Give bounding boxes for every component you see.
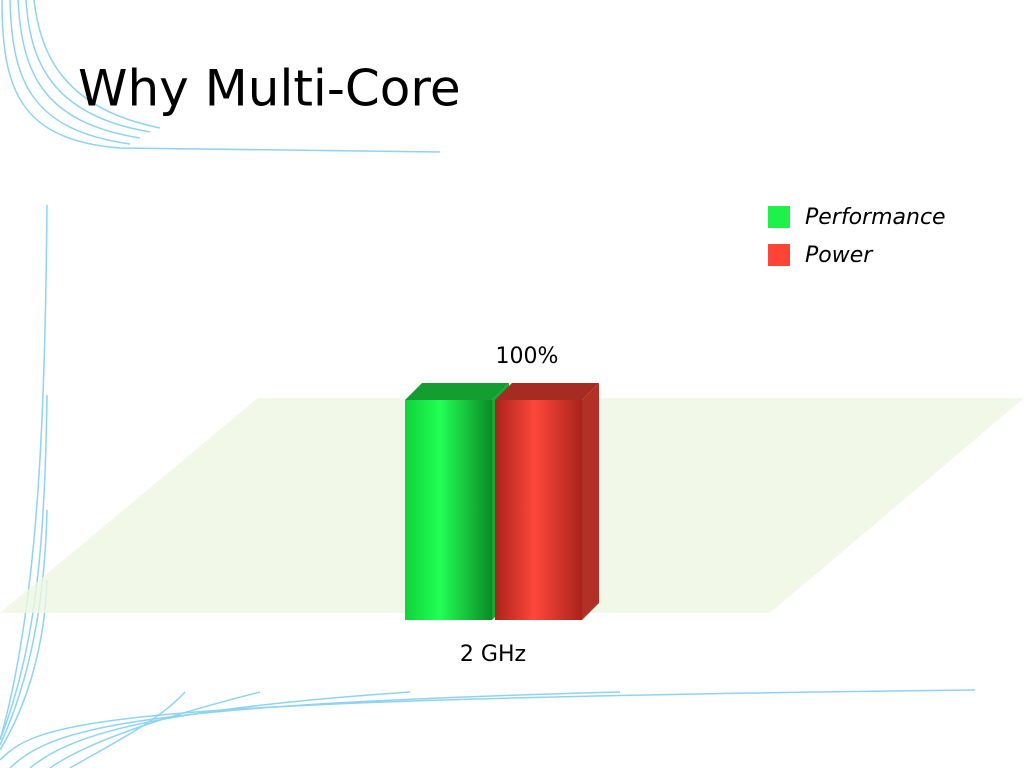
x-tick-label: 2 GHz <box>460 642 526 667</box>
bar-side <box>582 383 599 620</box>
bar-top <box>405 383 509 400</box>
bar-top <box>495 383 599 400</box>
decoration <box>0 0 976 768</box>
chart-title: Why Multi-Core <box>78 60 461 118</box>
bar <box>405 400 492 620</box>
legend-label: Power <box>805 243 874 268</box>
value-label: 100% <box>496 344 559 369</box>
legend-swatch <box>768 206 790 228</box>
bar <box>495 400 582 620</box>
legend-swatch <box>768 244 790 266</box>
legend-label: Performance <box>805 205 946 230</box>
